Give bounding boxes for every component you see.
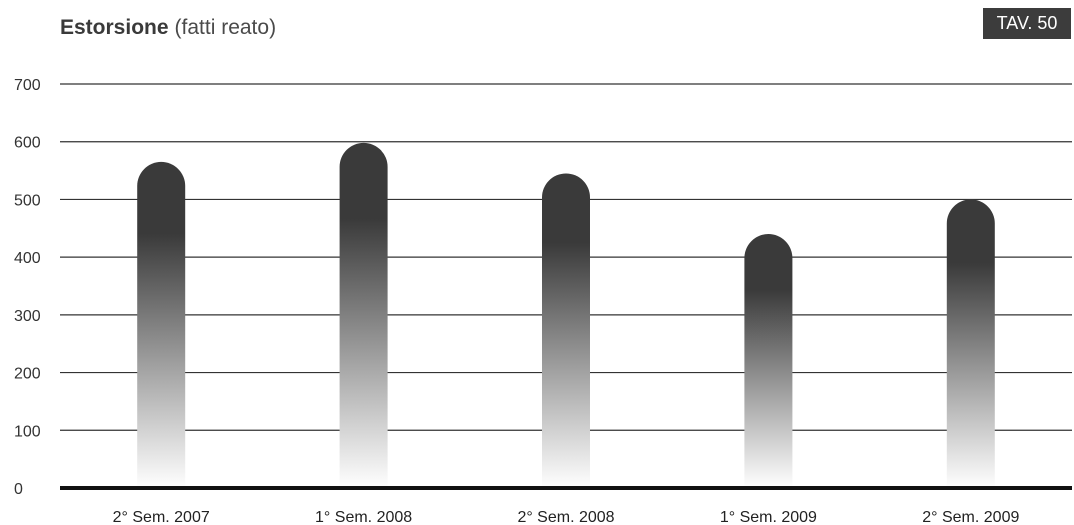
bar <box>137 161 186 488</box>
y-tick-label: 100 <box>14 423 41 440</box>
bar <box>744 234 793 488</box>
x-tick-label: 2° Sem. 2007 <box>113 509 210 525</box>
chart-title-main: Estorsione <box>60 16 169 39</box>
y-tick-label: 200 <box>14 366 41 383</box>
x-tick-label: 1° Sem. 2009 <box>720 509 817 525</box>
x-tick-label: 1° Sem. 2008 <box>315 509 412 525</box>
y-tick-label: 600 <box>14 135 41 152</box>
y-tick-label: 400 <box>14 250 41 267</box>
chart-title: Estorsione (fatti reato) <box>60 16 276 40</box>
y-tick-label: 300 <box>14 308 41 325</box>
x-tick-label: 2° Sem. 2008 <box>517 509 614 525</box>
x-tick-label: 2° Sem. 2009 <box>922 509 1019 525</box>
bar <box>946 199 995 488</box>
y-tick-label: 700 <box>14 77 41 94</box>
y-tick-label: 0 <box>14 481 23 498</box>
bar <box>542 173 590 488</box>
bars <box>137 142 995 488</box>
y-axis-ticks: 0 100 200 300 400 500 600 700 <box>14 77 41 498</box>
chart-subtitle: (fatti reato) <box>174 16 277 39</box>
bar <box>339 142 388 488</box>
y-tick-label: 500 <box>14 192 41 209</box>
x-axis-ticks: 2° Sem. 2007 1° Sem. 2008 2° Sem. 2008 1° S… <box>113 509 1020 525</box>
table-number-badge: TAV. 50 <box>983 8 1071 39</box>
